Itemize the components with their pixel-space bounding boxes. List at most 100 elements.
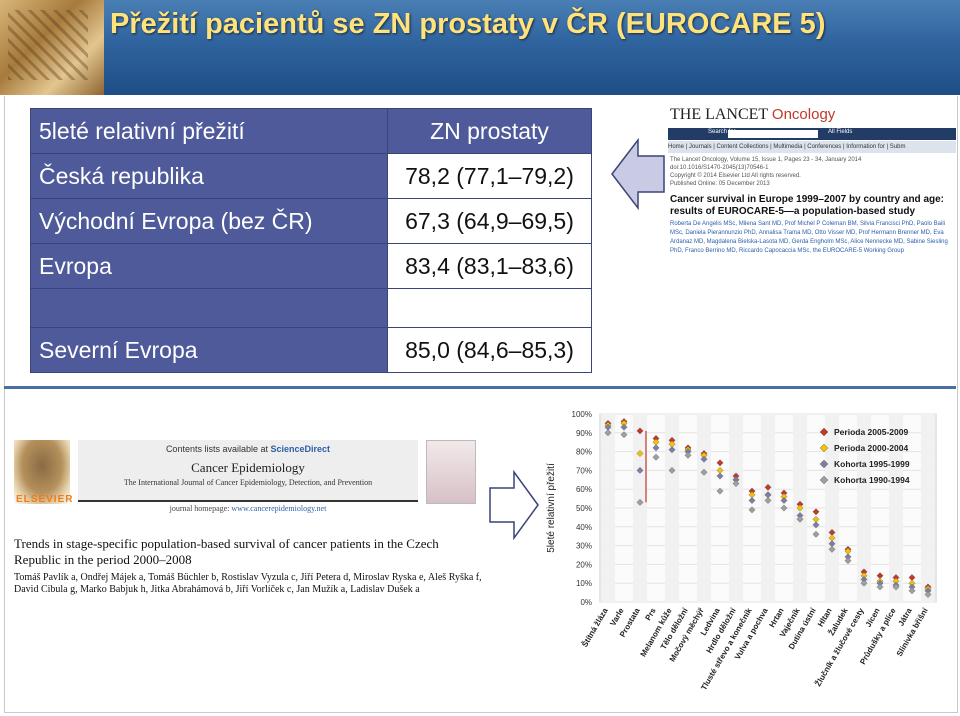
table-header-label: 5leté relativní přežití [30,108,388,154]
category-band [665,414,679,602]
x-tick-label: Štítná žláza [580,606,610,649]
legend-marker [819,443,829,453]
lancet-search-input [728,130,818,138]
journal-homepage: journal homepage: www.cancerepidemiology… [78,500,418,516]
category-band [921,414,935,602]
table-row-empty [30,288,592,328]
legend-marker [819,459,829,469]
right-arrow-icon [489,470,539,540]
legend-marker [819,475,829,485]
elsevier-authors: Tomáš Pavlík a, Ondřej Májek a, Tomáš Bü… [14,572,482,595]
survival-chart: 0% 10% 20% 30% 40% 50% 60% 70% 80% 90% 100% 5leté r… [540,398,940,716]
row-value: 83,4 (83,1–83,6) [387,243,592,289]
data-point [860,579,868,587]
y-axis-label: 5leté relativní přežití [546,463,557,553]
category-band [697,414,711,602]
data-point [716,487,724,495]
title-photo [0,0,104,95]
row-label: Evropa [30,243,388,289]
table-header-value: ZN prostaty [387,108,592,154]
data-point [796,504,804,512]
row-label: Česká republika [30,153,388,199]
category-band [889,414,903,602]
data-point [796,515,804,523]
category-band [761,414,775,602]
data-point [636,427,644,435]
table-header-row: 5leté relativní přežití ZN prostaty [30,108,592,154]
y-tick-label: 80% [576,448,592,457]
data-point [716,459,724,467]
data-point [700,468,708,476]
lancet-logo: THE LANCET Oncology [670,106,836,123]
data-point [636,498,644,506]
data-point [620,423,628,431]
data-point [764,483,772,491]
data-point [700,455,708,463]
data-point [604,429,612,437]
elsevier-wordmark: ELSEVIER [16,494,74,505]
data-point [716,472,724,480]
row-label: Východní Evropa (bez ČR) [30,198,388,244]
table-row: Evropa 83,4 (83,1–83,6) [30,243,592,289]
table-row: Severní Evropa 85,0 (84,6–85,3) [30,327,592,373]
data-point [668,466,676,474]
elsevier-article-thumbnail: ELSEVIER Contents lists available at Sci… [14,440,484,610]
slide-title: Přežití pacientů se ZN prostaty v ČR (EU… [110,8,826,40]
lancet-meta: The Lancet Oncology, Volume 15, Issue 1,… [670,157,862,187]
data-point [636,466,644,474]
journal-name: Cancer Epidemiology [191,460,305,475]
y-tick-label: 50% [576,504,592,513]
data-point [812,521,820,529]
journal-banner: Contents lists available at ScienceDirec… [78,440,418,500]
lancet-article-title: Cancer survival in Europe 1999–2007 by c… [670,194,945,217]
section-divider [4,386,956,389]
data-point [652,453,660,461]
data-point [652,444,660,452]
data-point [764,496,772,504]
row-value: 78,2 (77,1–79,2) [387,153,592,199]
category-band [601,414,615,602]
journal-subtitle: The International Journal of Cancer Epid… [123,478,373,487]
data-point [748,496,756,504]
y-tick-label: 60% [576,485,592,494]
category-band [633,414,647,602]
elsevier-article-title: Trends in stage-specific population-base… [14,536,439,567]
category-band [857,414,871,602]
y-tick-label: 40% [576,523,592,532]
data-point [876,583,884,591]
lancet-nav: Home | Journals | Content Collections | … [668,141,956,153]
journal-cover-icon [426,440,476,504]
table-row: Východní Evropa (bez ČR) 67,3 (64,9–69,5… [30,198,592,244]
chart-svg: 0% 10% 20% 30% 40% 50% 60% 70% 80% 90% 100% 5leté r… [546,410,937,692]
row-label [30,288,388,328]
left-arrow-icon [611,138,665,210]
legend-label: Kohorta 1995-1999 [834,459,910,469]
row-value [387,288,592,328]
data-point [668,446,676,454]
contents-line: Contents lists available at ScienceDirec… [165,444,331,454]
data-point [828,545,836,553]
data-point [908,587,916,595]
lancet-authors: Roberta De Angelis MSc, Milena Sant MD, … [670,221,948,254]
category-band [729,414,743,602]
legend-label: Perioda 2000-2004 [834,443,908,453]
row-value: 67,3 (64,9–69,5) [387,198,592,244]
legend-label: Kohorta 1990-1994 [834,475,910,485]
data-point [780,496,788,504]
data-point [844,557,852,565]
data-point [732,480,740,488]
data-point [684,451,692,459]
category-band [825,414,839,602]
elsevier-tree-icon [14,440,70,504]
y-tick-label: 10% [576,579,592,588]
data-point [748,506,756,514]
y-tick-label: 90% [576,429,592,438]
x-tick-label: Prs [643,606,658,622]
x-tick-label: Slinivka břišní [895,606,930,658]
data-point [780,504,788,512]
data-point [924,590,932,598]
y-tick-label: 30% [576,542,592,551]
data-point [620,431,628,439]
y-tick-label: 0% [580,598,592,607]
y-tick-label: 20% [576,560,592,569]
